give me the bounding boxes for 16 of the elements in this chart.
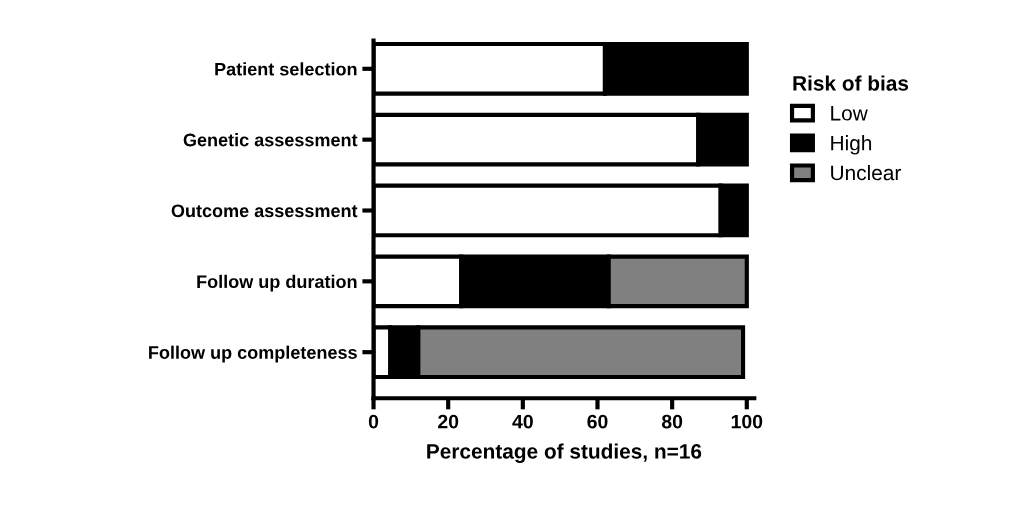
x-tick-label: 40 — [512, 414, 533, 429]
y-tick-label: Genetic assessment — [183, 133, 358, 147]
x-tick-label: 80 — [661, 414, 683, 429]
legend-label: High — [831, 135, 872, 155]
x-axis-title: Percentage of studies, n=16 — [427, 443, 702, 463]
y-tick-label: Patient selection — [215, 62, 357, 76]
y-tick-label: Outcome assessment — [171, 204, 358, 218]
legend-title: Risk of bias — [793, 75, 909, 91]
x-tick-label: 100 — [731, 414, 763, 429]
legend-label: Low — [831, 106, 868, 121]
legend-label: Unclear — [831, 164, 901, 181]
x-tick-label: 20 — [438, 414, 459, 429]
x-tick-label: 0 — [368, 414, 379, 429]
x-tick-label: 60 — [587, 414, 608, 429]
y-tick-label: Follow up completeness — [149, 345, 357, 363]
y-tick-label: Follow up duration — [197, 274, 357, 292]
